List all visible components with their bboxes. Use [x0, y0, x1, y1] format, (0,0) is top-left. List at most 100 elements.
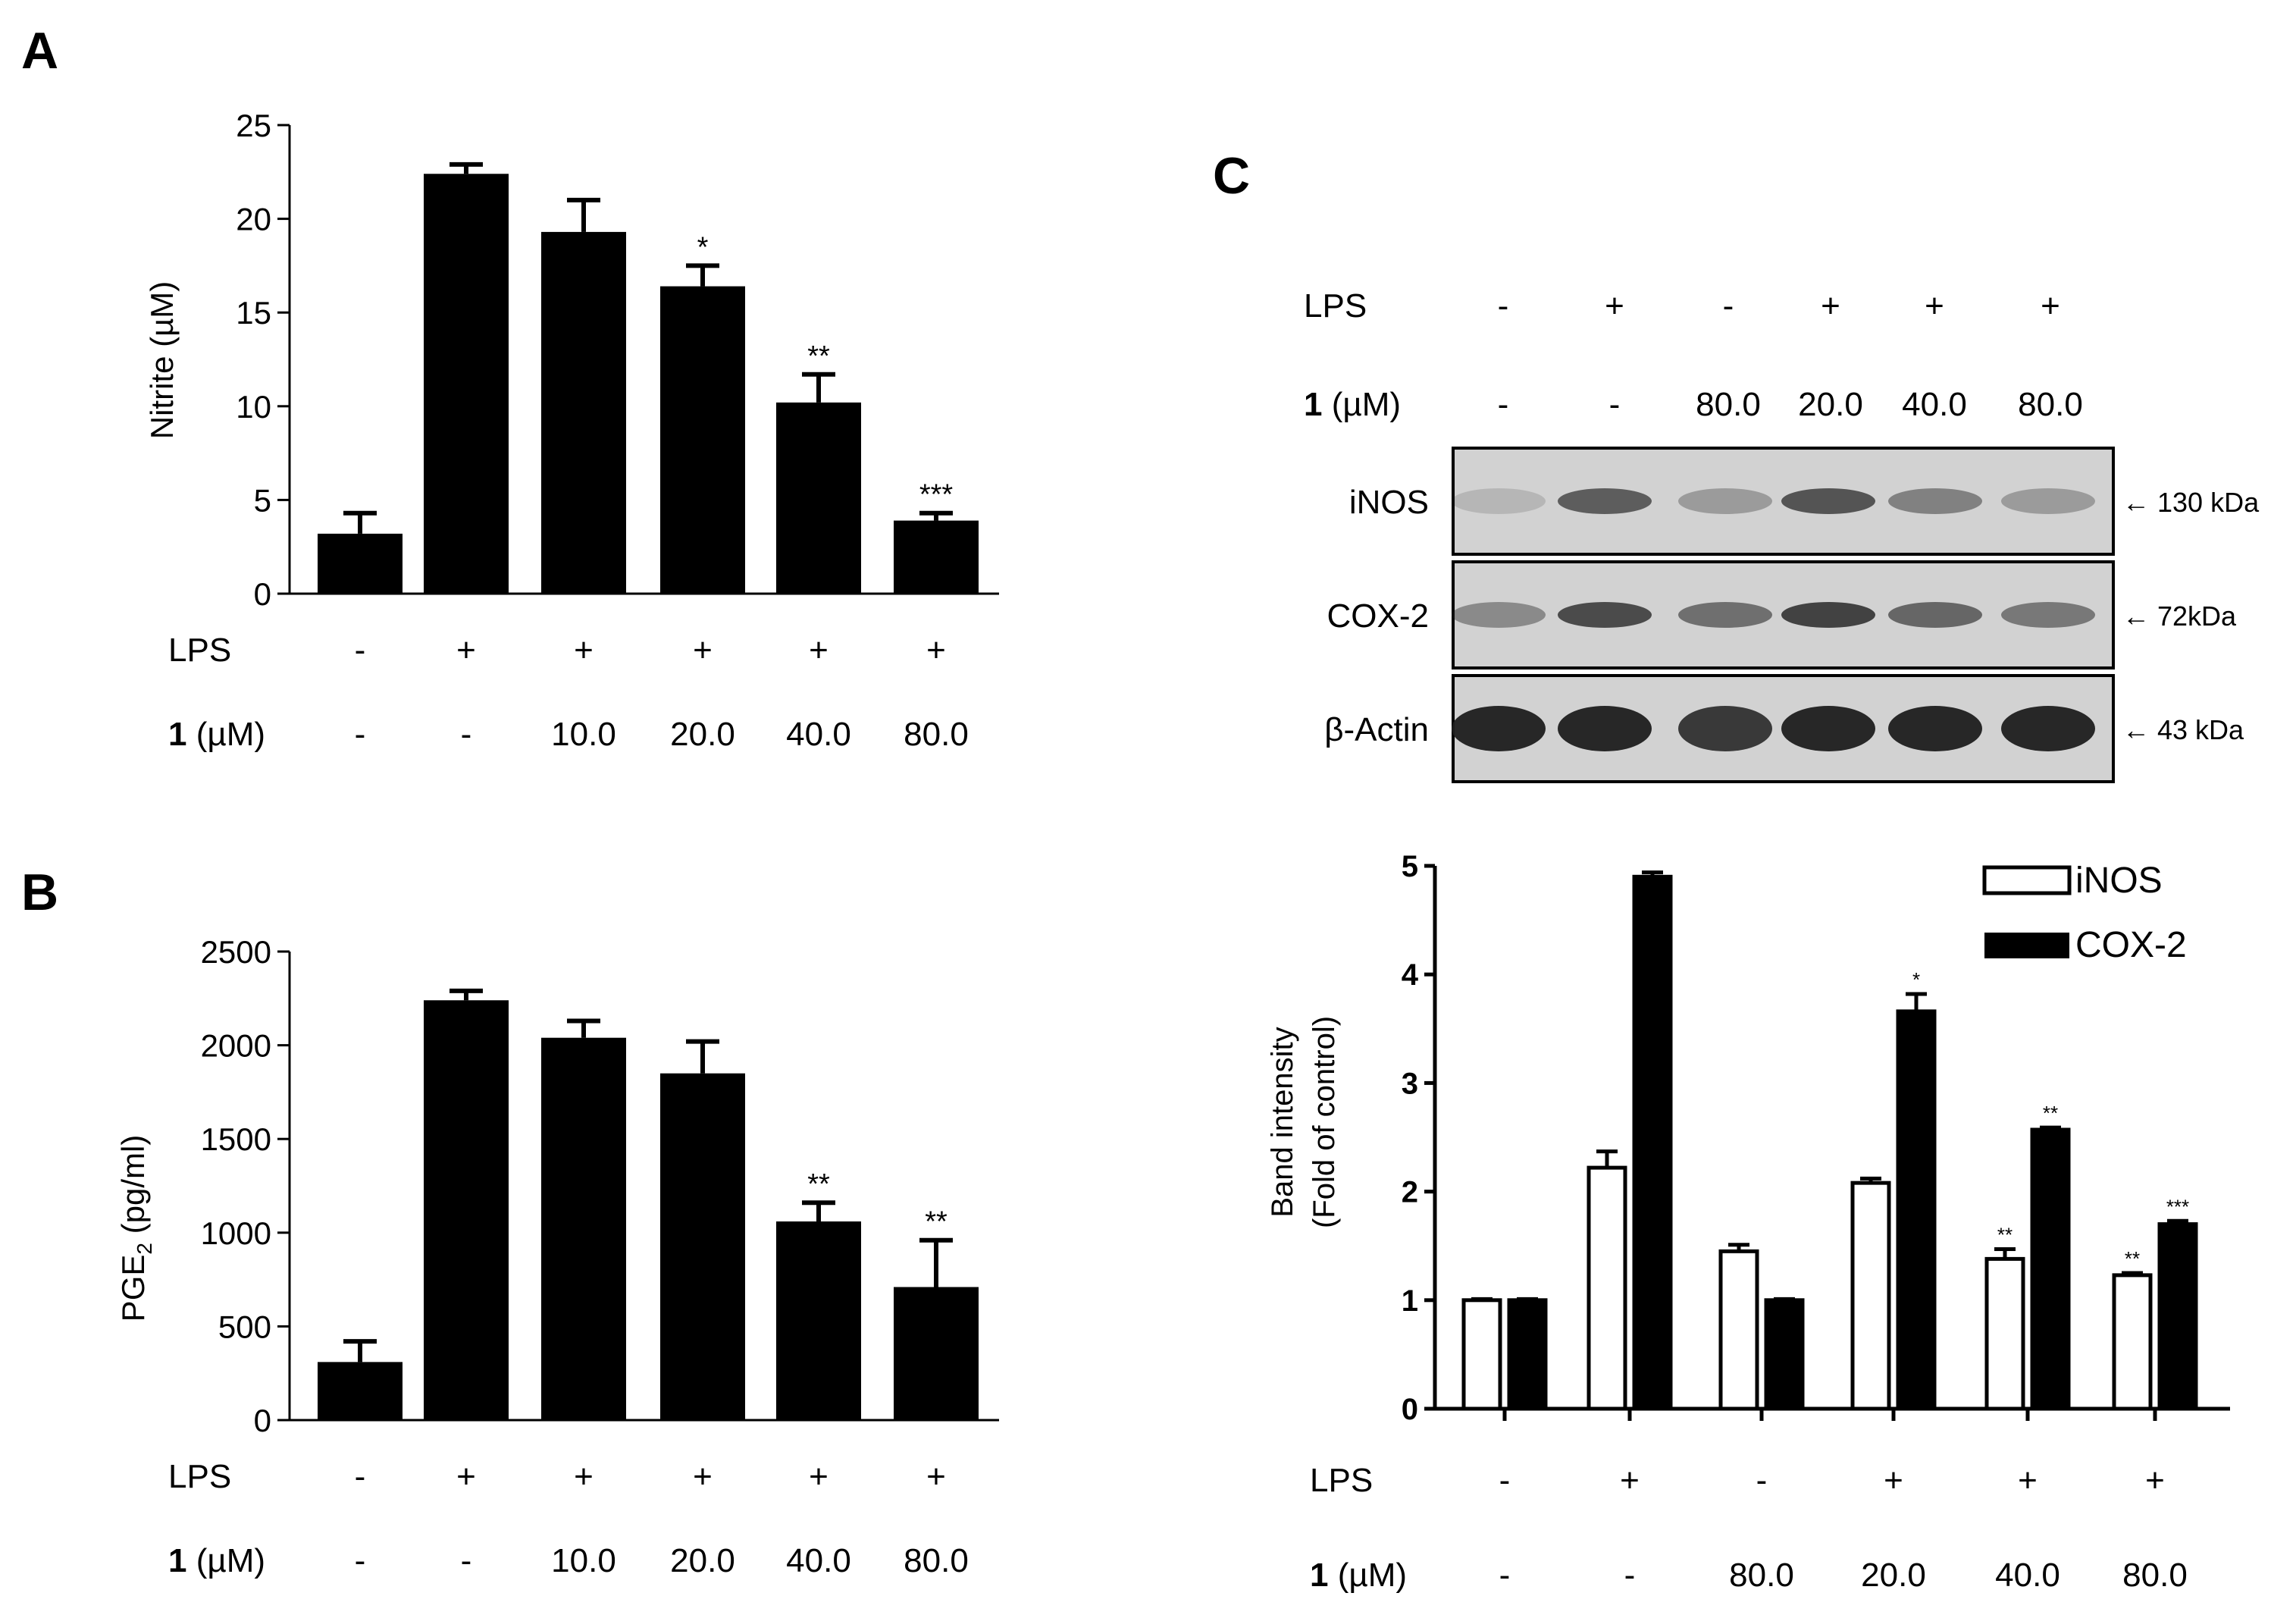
blot-dose-value: 80.0	[2018, 386, 2083, 423]
significance-marker: **	[1997, 1223, 2013, 1246]
panel-c-dose-value: 40.0	[1995, 1557, 2060, 1594]
panel-a-dose-value: 40.0	[786, 716, 851, 753]
significance-marker: **	[807, 340, 830, 372]
bar	[424, 1000, 509, 1420]
panel-a-lps-label: LPS	[168, 632, 231, 669]
bar	[894, 1287, 979, 1420]
panel-a-dose-label: 1 (µM)	[168, 716, 265, 753]
significance-marker: ***	[2166, 1195, 2189, 1218]
y-tick-label: 0	[254, 576, 271, 612]
blot-mw-label: ← 130 kDa	[2122, 487, 2260, 518]
panel-letter-c: C	[1213, 147, 1250, 205]
y-tick-label: 1000	[201, 1215, 271, 1251]
panel-a-dose-value: 20.0	[670, 716, 735, 753]
blot-lps-sign: +	[1605, 287, 1624, 325]
blot-band	[1452, 602, 1546, 628]
blot-band	[1558, 706, 1652, 751]
y-tick-label: 15	[236, 295, 271, 331]
blot-lps-sign: -	[1498, 287, 1509, 325]
bar-inos	[1587, 1165, 1627, 1411]
blot-mw-label: ← 43 kDa	[2122, 714, 2244, 745]
panel-c-lps-sign: +	[1620, 1462, 1640, 1499]
blot-band	[1888, 602, 1982, 628]
panel-b-compound-number: 1	[168, 1542, 186, 1579]
bar	[318, 1362, 403, 1420]
blot-band	[2001, 706, 2095, 751]
blot-compound-unit: (µM)	[1322, 386, 1401, 423]
blot-band	[1781, 488, 1875, 514]
panel-c-dose-value: 80.0	[1729, 1557, 1794, 1594]
blot-band	[1678, 706, 1772, 751]
blot-band	[1558, 602, 1652, 628]
y-tick-label: 5	[254, 482, 271, 518]
significance-marker: **	[807, 1168, 830, 1200]
panel-b-lps-sign: +	[693, 1458, 713, 1495]
panel-b-lps-sign: +	[926, 1458, 946, 1495]
panel-c-dose-value: -	[1499, 1557, 1511, 1594]
blot-band	[1452, 488, 1546, 514]
panel-b-lps-sign: +	[456, 1458, 476, 1495]
blot-dose-value: 80.0	[1696, 386, 1761, 423]
panel-c-dose-value: -	[1624, 1557, 1636, 1594]
panel-c-lps-label: LPS	[1310, 1462, 1373, 1499]
blot-band	[1452, 706, 1546, 751]
panel-b-lps-sign: -	[355, 1458, 366, 1495]
bar-cox2	[1764, 1298, 1805, 1411]
significance-marker: *	[697, 231, 709, 263]
bar-cox2	[2030, 1127, 2071, 1411]
panel-a-lps-sign: +	[809, 632, 829, 669]
panel-c-dose-value: 20.0	[1861, 1557, 1926, 1594]
blot-lps-sign: +	[1925, 287, 1944, 325]
blot-dose-value: -	[1498, 386, 1509, 423]
panel-b-dose-value: 20.0	[670, 1542, 735, 1579]
y-tick-label: 5	[1402, 850, 1418, 883]
panel-c-compound-unit: (µM)	[1328, 1557, 1407, 1594]
bar	[894, 520, 979, 594]
panel-b-lps-sign: +	[574, 1458, 594, 1495]
y-tick-label: 3	[1402, 1067, 1418, 1100]
bar-inos	[1461, 1298, 1502, 1411]
panel-b-dose-value: 40.0	[786, 1542, 851, 1579]
panel-c-lps-sign: +	[2018, 1462, 2038, 1499]
bar	[541, 1037, 626, 1420]
blot-lps-label: LPS	[1304, 287, 1367, 325]
panel-a-dose-value: -	[355, 716, 366, 753]
y-tick-label: 10	[236, 389, 271, 425]
panel-c-dose-label: 1 (µM)	[1310, 1557, 1407, 1594]
panel-a-compound-number: 1	[168, 716, 186, 753]
bar-inos	[2112, 1273, 2153, 1411]
bar-inos	[1984, 1256, 2025, 1411]
blot-dose-value: 40.0	[1902, 386, 1967, 423]
blot-band	[1888, 706, 1982, 751]
significance-marker: **	[2125, 1247, 2140, 1270]
blot-band	[2001, 602, 2095, 628]
y-tick-label: 4	[1402, 958, 1419, 992]
panel-a-ylabel: Nitrite (µM)	[144, 281, 180, 440]
bar	[318, 533, 403, 594]
legend-swatch-cox2	[1984, 933, 2069, 958]
panel-letter-a: A	[21, 22, 58, 80]
panel-b-chart: 0 500 1000 1500 2000 2500 ** ** LPS 1 (µM) - - + - +10…	[168, 934, 999, 1579]
y-tick-label: 2000	[201, 1028, 271, 1064]
y-tick-label: 1500	[201, 1121, 271, 1157]
blot-compound-number: 1	[1304, 386, 1322, 423]
panel-c-lps-sign: +	[2145, 1462, 2165, 1499]
panel-b-dose-label: 1 (µM)	[168, 1542, 265, 1579]
blot-row-label: iNOS	[1349, 484, 1429, 521]
blot-band	[1678, 602, 1772, 628]
panel-b-ylabel-rest: (pg/ml)	[115, 1135, 151, 1243]
blot-lps-sign: -	[1723, 287, 1734, 325]
bar	[541, 231, 626, 594]
y-tick-label: 0	[1402, 1393, 1418, 1426]
blot-lps-sign: +	[2041, 287, 2060, 325]
blot-lps-sign: +	[1821, 287, 1840, 325]
bar-inos	[1718, 1249, 1759, 1411]
bar	[424, 174, 509, 594]
y-tick-label: 1	[1402, 1284, 1418, 1318]
panel-a-dose-value: 10.0	[551, 716, 616, 753]
panel-c-ylabel-line1: Band intensity	[1266, 1027, 1299, 1217]
panel-a-lps-sign: -	[355, 632, 366, 669]
bar	[660, 1073, 745, 1420]
